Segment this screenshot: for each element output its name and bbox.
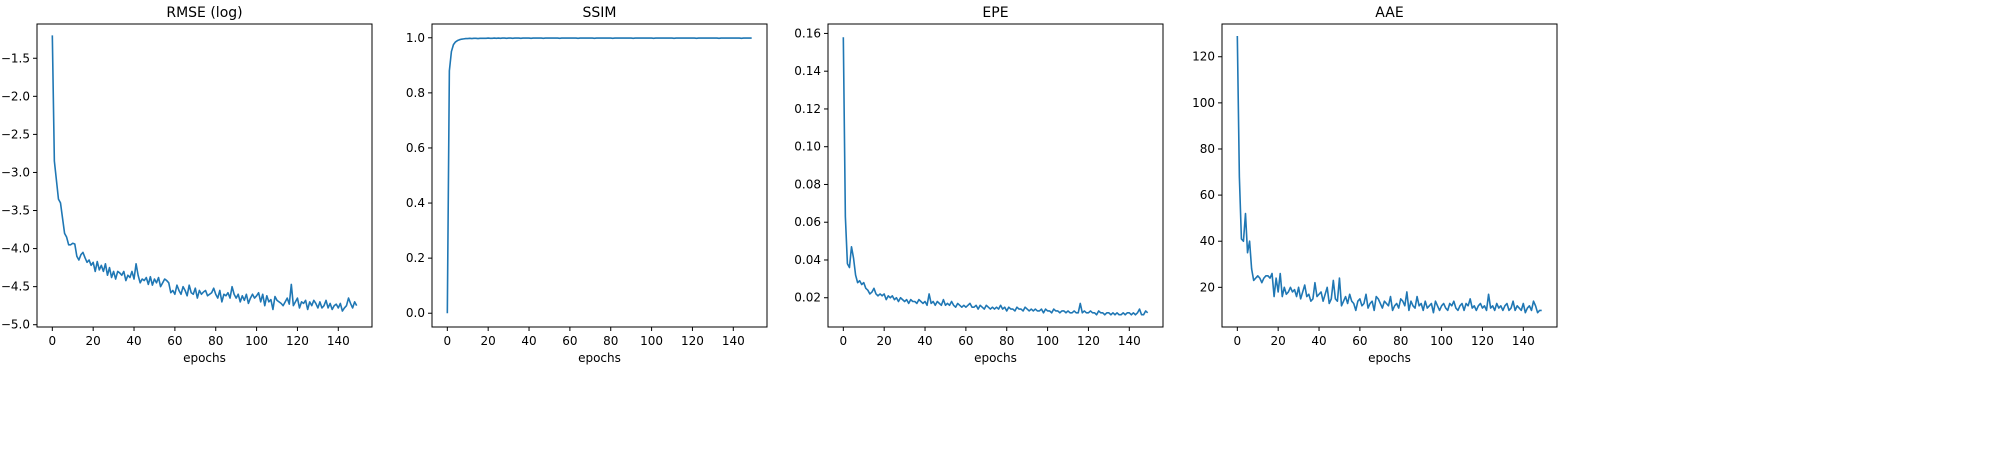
y-tick-label: 60 [1200, 188, 1215, 202]
x-tick-label: 120 [1077, 334, 1100, 348]
x-axis-label: epochs [974, 351, 1017, 365]
y-tick-label: 0.06 [794, 215, 821, 229]
x-tick-label: 140 [1512, 334, 1535, 348]
y-tick-label: −1.5 [1, 51, 30, 65]
y-tick-label: 0.10 [794, 140, 821, 154]
x-tick-label: 80 [1393, 334, 1408, 348]
y-tick-label: −3.0 [1, 165, 30, 179]
x-tick-label: 60 [562, 334, 577, 348]
x-tick-label: 40 [521, 334, 536, 348]
plot-frame [827, 23, 1164, 328]
y-tick-label: 0.6 [406, 141, 425, 155]
chart-title: AAE [1375, 5, 1403, 21]
x-tick-label: 80 [208, 334, 223, 348]
x-tick-label: 100 [640, 334, 663, 348]
y-tick-label: 0.04 [794, 253, 821, 267]
y-tick-label: 0.0 [406, 306, 425, 320]
x-tick-label: 60 [958, 334, 973, 348]
x-tick-label: 40 [126, 334, 141, 348]
chart-panel: 0 20 40 60 80 100 120 140 0.02 0.04 0.06 0.08 0.10 0.… [794, 5, 1164, 365]
y-tick-label: 0.08 [794, 177, 821, 191]
x-tick-label: 100 [1036, 334, 1059, 348]
x-tick-label: 60 [1352, 334, 1367, 348]
y-tick-label: 1.0 [406, 31, 425, 45]
y-tick-label: −5.0 [1, 318, 30, 332]
y-tick-label: −3.5 [1, 204, 30, 218]
x-tick-label: 40 [917, 334, 932, 348]
chart-panel: 0 20 40 60 80 100 120 140 20 40 60 80 100 120 AAE epoch… [1192, 5, 1558, 365]
y-tick-label: 0.2 [406, 251, 425, 265]
chart-panel: 0 20 40 60 80 100 120 140 0.0 0.2 0.4 0.6 0.8 1.0 SSIM… [406, 5, 768, 365]
series-line [1236, 35, 1542, 314]
y-tick-label: 40 [1200, 234, 1215, 248]
x-tick-label: 0 [443, 334, 451, 348]
x-tick-label: 80 [999, 334, 1014, 348]
x-tick-label: 100 [1430, 334, 1453, 348]
plot-frame [36, 23, 373, 328]
y-tick-label: 20 [1200, 280, 1215, 294]
x-tick-label: 80 [603, 334, 618, 348]
plot-frame [1221, 23, 1558, 328]
x-tick-label: 120 [681, 334, 704, 348]
x-axis-label: epochs [1368, 351, 1411, 365]
y-tick-label: 0.4 [406, 196, 425, 210]
x-axis-label: epochs [578, 351, 621, 365]
x-tick-label: 20 [1271, 334, 1286, 348]
y-tick-label: −2.0 [1, 89, 30, 103]
x-axis-label: epochs [183, 351, 226, 365]
chart-title: SSIM [583, 5, 617, 21]
y-tick-label: 0.02 [794, 291, 821, 305]
x-tick-label: 0 [839, 334, 847, 348]
x-tick-label: 20 [877, 334, 892, 348]
y-tick-label: 0.16 [794, 26, 821, 40]
y-tick-label: 0.8 [406, 86, 425, 100]
x-tick-label: 140 [722, 334, 745, 348]
y-tick-label: 0.12 [794, 102, 821, 116]
chart-title: RMSE (log) [166, 5, 242, 21]
y-tick-label: −4.0 [1, 242, 30, 256]
x-tick-label: 100 [245, 334, 268, 348]
y-tick-label: 120 [1192, 50, 1215, 64]
x-tick-label: 0 [48, 334, 56, 348]
x-tick-label: 20 [481, 334, 496, 348]
chart-panel: 0 20 40 60 80 100 120 140 −5.0 −4.5 −4.0 −3.5 −3.0 −2… [1, 5, 373, 365]
y-tick-label: 80 [1200, 142, 1215, 156]
y-tick-label: 0.14 [794, 64, 821, 78]
y-tick-label: −4.5 [1, 280, 30, 294]
series-line [446, 37, 752, 314]
x-tick-label: 120 [286, 334, 309, 348]
plot-frame [431, 23, 768, 328]
series-line [842, 37, 1149, 316]
x-tick-label: 40 [1311, 334, 1326, 348]
x-tick-label: 0 [1233, 334, 1241, 348]
chart-title: EPE [982, 5, 1008, 21]
x-tick-label: 60 [167, 334, 182, 348]
x-tick-label: 140 [1118, 334, 1141, 348]
y-tick-label: −2.5 [1, 127, 30, 141]
series-line [51, 35, 358, 312]
x-tick-label: 140 [327, 334, 350, 348]
x-tick-label: 120 [1471, 334, 1494, 348]
x-tick-label: 20 [86, 334, 101, 348]
y-tick-label: 100 [1192, 96, 1215, 110]
